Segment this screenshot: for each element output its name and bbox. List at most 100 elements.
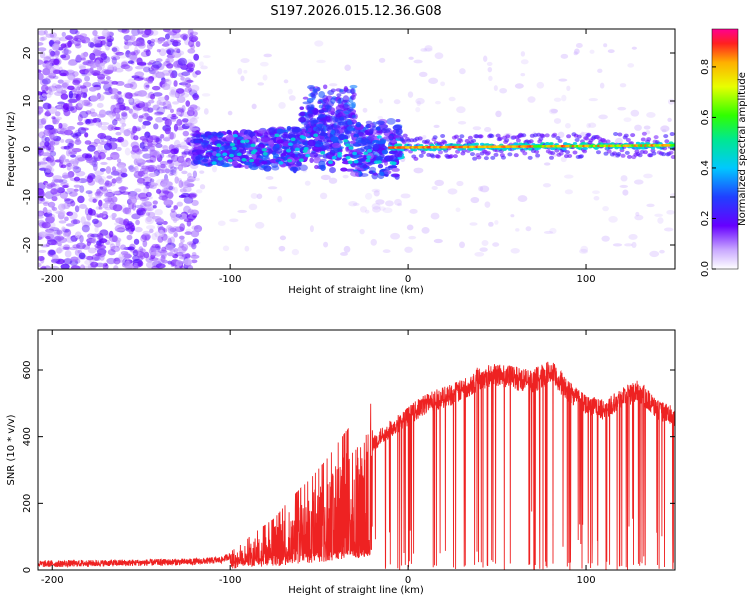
spectrogram-cell xyxy=(193,142,204,150)
spectrogram-cell xyxy=(471,138,477,143)
spectrogram-cell xyxy=(163,187,169,196)
spectrogram-cell xyxy=(196,149,205,155)
spectrogram-cell xyxy=(202,158,209,163)
spectrogram-cell xyxy=(51,195,58,202)
spectrogram-cell xyxy=(181,181,190,189)
spectrogram-cell xyxy=(179,213,188,220)
spectrogram-cell xyxy=(189,84,200,92)
spectrogram-cell xyxy=(434,179,445,187)
spectrogram-cell xyxy=(607,49,615,54)
spectrogram-cell xyxy=(322,97,330,104)
spectrogram-cell xyxy=(79,264,86,269)
spectrogram-cell xyxy=(49,221,56,230)
spectrogram-cell xyxy=(343,245,351,253)
spectrogram-cell xyxy=(667,117,672,122)
spectrogram-cell xyxy=(313,88,318,94)
spectrogram-cell xyxy=(452,154,458,159)
spectrogram-cell xyxy=(63,197,71,202)
spectrogram-cell xyxy=(295,161,303,167)
spectrogram-cell xyxy=(118,186,129,191)
spectrogram-cell xyxy=(141,113,151,120)
spectrogram-cell xyxy=(166,103,172,110)
spectrogram-cell xyxy=(175,111,182,116)
spectrogram-cell xyxy=(131,145,140,153)
spectrogram-cell xyxy=(38,90,41,96)
spectrogram-cell xyxy=(91,237,97,244)
spectrogram-cell xyxy=(38,131,46,139)
spectrogram-cell xyxy=(313,133,319,138)
spectrogram-cell xyxy=(55,105,65,111)
spectrogram-cell xyxy=(48,250,56,256)
spectrogram-cell xyxy=(89,52,96,61)
spectrogram-cell xyxy=(418,71,428,78)
spectrogram-cell xyxy=(186,59,193,65)
spectrogram-cell xyxy=(470,196,480,204)
spectrogram-cell xyxy=(521,133,527,138)
spectrogram-cell xyxy=(522,151,528,156)
spectrogram-cell xyxy=(185,67,195,72)
spectrogram-cell xyxy=(200,65,208,70)
spectrogram-cell xyxy=(145,191,152,198)
spectrogram-cell xyxy=(349,84,358,89)
spectrogram-cell xyxy=(459,68,466,75)
spectrogram-cell xyxy=(612,243,623,247)
spectrogram-cell xyxy=(573,51,578,56)
spectrogram-cell xyxy=(90,94,98,103)
spectrogram-cell xyxy=(177,72,184,77)
spectrogram-cell xyxy=(274,148,283,154)
spectrogram-cell xyxy=(605,139,611,144)
spectrogram-cell xyxy=(141,200,148,205)
spectrogram-cell xyxy=(162,145,169,151)
spectrogram-cell xyxy=(106,31,114,37)
spectrogram-cell xyxy=(128,93,139,97)
spectrogram-cell xyxy=(130,224,135,232)
spectrogram-cell xyxy=(124,262,134,269)
spectrogram-cell xyxy=(70,256,79,262)
spectrogram-cell xyxy=(65,35,74,41)
spectrogram-cell xyxy=(84,140,92,145)
spectrogram-cell xyxy=(113,49,120,55)
spectrogram-cell xyxy=(349,140,356,145)
spectrogram-cell xyxy=(153,123,159,130)
spectrogram-cell xyxy=(225,134,235,142)
spectrogram-cell xyxy=(38,199,42,205)
spectrogram-cell xyxy=(127,98,134,103)
spectrogram-cell xyxy=(376,140,386,145)
spectrogram-cell xyxy=(643,173,653,179)
spectrogram-cell xyxy=(38,161,48,165)
spectrogram-cell xyxy=(111,62,122,70)
spectrogram-cell xyxy=(187,106,195,113)
spectrogram-cell xyxy=(431,185,438,190)
spectrogram-cell xyxy=(88,191,93,198)
spectrogram-cell xyxy=(527,96,536,103)
spectrogram-cell xyxy=(440,81,446,87)
colorbar xyxy=(711,28,739,270)
spectrogram-cell xyxy=(393,99,401,105)
spectrogram-cell xyxy=(302,101,312,105)
spectrogram-cell xyxy=(137,170,145,177)
spectrogram-cell xyxy=(166,159,174,163)
spectrogram-cell xyxy=(45,228,55,233)
spectrogram-cell xyxy=(102,39,109,47)
spectrogram-cell xyxy=(140,210,151,217)
spectrogram-cell xyxy=(157,223,164,231)
spectrogram-cell xyxy=(188,32,194,41)
spectrogram-cell xyxy=(281,133,288,139)
spectrogram-cell xyxy=(79,185,85,193)
spectrogram-cell xyxy=(488,75,493,82)
spectrogram-cell xyxy=(583,147,588,151)
spectrogram-cell xyxy=(147,164,157,172)
spectrogram-cell xyxy=(181,152,187,158)
spectrogram-cell xyxy=(257,82,265,86)
spectrogram-cell xyxy=(88,141,98,148)
spectrogram-cell xyxy=(671,143,675,147)
spectrogram-cell xyxy=(56,104,62,109)
spectrogram-cell xyxy=(425,139,431,144)
spectrogram-cell xyxy=(389,155,395,160)
spectrogram-cell xyxy=(50,232,59,240)
spectrogram-cell xyxy=(78,65,86,70)
spectrogram-cell xyxy=(372,206,381,213)
spectrogram-cell xyxy=(54,111,61,117)
spectrogram-cell xyxy=(123,44,130,50)
spectrogram-cell xyxy=(307,113,314,117)
